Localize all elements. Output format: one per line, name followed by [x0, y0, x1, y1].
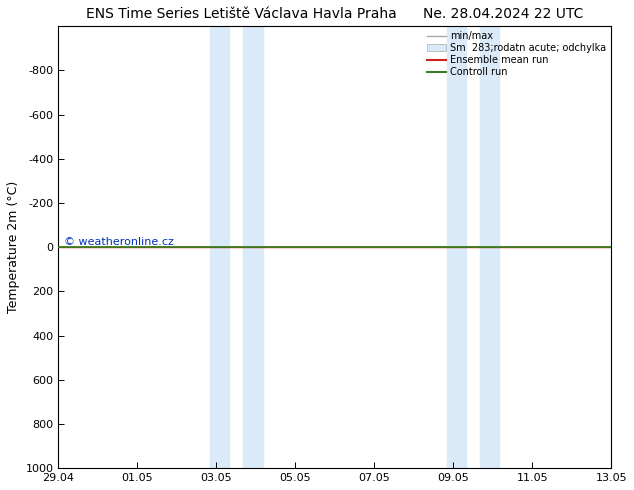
Title: ENS Time Series Letiště Václava Havla Praha      Ne. 28.04.2024 22 UTC: ENS Time Series Letiště Václava Havla Pr… — [86, 7, 583, 21]
Bar — [446, 26, 467, 468]
Bar — [243, 26, 262, 468]
Legend: min/max, Sm  283;rodatn acute; odchylka, Ensemble mean run, Controll run: min/max, Sm 283;rodatn acute; odchylka, … — [425, 29, 609, 79]
Bar — [480, 26, 500, 468]
Y-axis label: Temperature 2m (°C): Temperature 2m (°C) — [7, 181, 20, 314]
Text: © weatheronline.cz: © weatheronline.cz — [64, 237, 174, 247]
Bar — [210, 26, 230, 468]
